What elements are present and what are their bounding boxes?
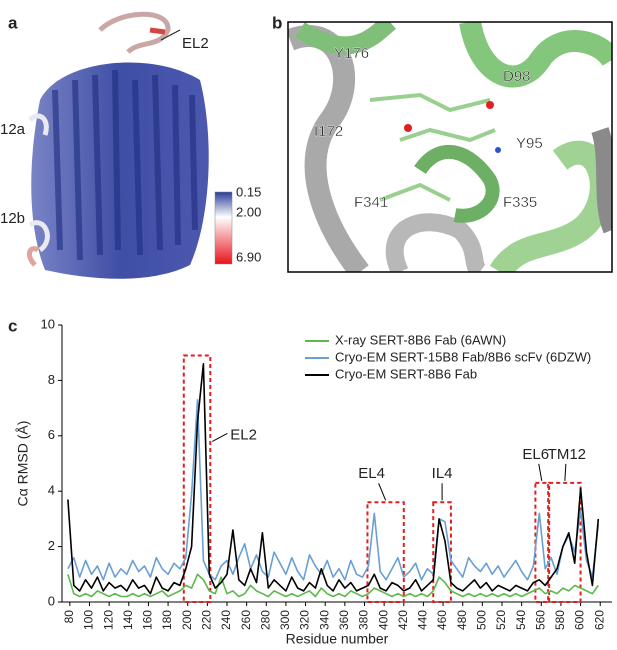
x-tick-label: 300 xyxy=(278,610,292,630)
annotation-box xyxy=(548,481,582,604)
leader xyxy=(564,463,567,481)
x-tick-label: 480 xyxy=(455,610,469,630)
protein-structure xyxy=(26,11,209,279)
x-tick-label: 500 xyxy=(475,610,489,630)
colorbar xyxy=(214,191,233,265)
structure-image xyxy=(288,22,612,272)
x-tick-label: 140 xyxy=(121,610,135,630)
legend-label: X-ray SERT-8B6 Fab (6AWN) xyxy=(335,332,506,347)
x-tick-label: 260 xyxy=(239,610,253,630)
x-tick-label: 280 xyxy=(258,610,272,630)
x-tick-label: 400 xyxy=(376,610,390,630)
x-tick-label: 380 xyxy=(357,610,371,630)
residue-label: Y95 xyxy=(516,135,543,152)
y-tick-label: 8 xyxy=(48,372,55,387)
residue-label: D98 xyxy=(503,68,531,85)
annotation-label: IL4 xyxy=(432,465,453,482)
colorbar-label: 2.00 xyxy=(236,204,261,219)
annotation-box xyxy=(432,501,452,603)
x-tick-label: 560 xyxy=(533,610,547,630)
residue-label: F335 xyxy=(503,194,537,211)
legend-label: Cryo-EM SERT-8B6 Fab xyxy=(335,366,477,381)
leader xyxy=(212,433,228,442)
x-tick-label: 220 xyxy=(200,610,214,630)
x-tick-label: 240 xyxy=(219,610,233,630)
x-tick-label: 160 xyxy=(141,610,155,630)
x-tick-label: 580 xyxy=(553,610,567,630)
legend-label: Cryo-EM SERT-15B8 Fab/8B6 scFv (6DZW) xyxy=(335,349,591,364)
y-tick-label: 2 xyxy=(48,538,55,553)
annotation: EL2 xyxy=(182,35,209,52)
x-tick-label: 320 xyxy=(298,610,312,630)
panel-label: c xyxy=(8,316,17,335)
colorbar-ticks: 0.15 2.00 6.90 xyxy=(236,184,261,264)
panel-label: a xyxy=(8,13,18,32)
x-tick-label: 520 xyxy=(494,610,508,630)
residue-labels: Y176 D98 I172 Y95 F341 F335 xyxy=(314,45,543,211)
colorbar-label: 6.90 xyxy=(236,249,261,264)
y-tick-label: 10 xyxy=(41,316,55,331)
x-tick-label: 200 xyxy=(180,610,194,630)
x-tick-label: 620 xyxy=(592,610,606,630)
residue-label: Y176 xyxy=(334,45,369,62)
annotation-box xyxy=(182,354,212,603)
x-tick-label: 440 xyxy=(416,610,430,630)
x-tick-label: 120 xyxy=(101,610,115,630)
panel-frame xyxy=(287,21,613,273)
annotation-label: EL6 xyxy=(522,446,549,463)
series-line xyxy=(67,363,600,595)
y-tick-label: 6 xyxy=(48,427,55,442)
residue-label: F341 xyxy=(354,194,388,211)
y-axis-label: Cα RMSD (Å) xyxy=(15,421,31,507)
series-line xyxy=(67,399,600,581)
leader xyxy=(538,463,543,481)
x-axis-label: Residue number xyxy=(286,631,389,647)
annotation-label: TM12 xyxy=(548,446,586,463)
x-tick-label: 600 xyxy=(573,610,587,630)
annotation-box xyxy=(366,501,405,603)
y-tick-label: 4 xyxy=(48,483,55,498)
x-tick-label: 340 xyxy=(317,610,331,630)
x-tick-label: 360 xyxy=(337,610,351,630)
x-tick-label: 180 xyxy=(160,610,174,630)
x-tick-label: 420 xyxy=(396,610,410,630)
residue-label: I172 xyxy=(314,123,343,140)
leader xyxy=(378,483,387,501)
annotation: 12a xyxy=(0,121,26,138)
x-tick-label: 460 xyxy=(435,610,449,630)
x-tick-label: 100 xyxy=(82,610,96,630)
chart: 0 2 4 6 8 10 80 100 120 140 160 180 200 220 240 260 280 3… xyxy=(15,316,612,647)
x-tick-label: 540 xyxy=(514,610,528,630)
annotation: 12b xyxy=(0,210,25,227)
series-line xyxy=(67,573,599,598)
annotation-label: EL2 xyxy=(230,426,257,443)
colorbar-label: 0.15 xyxy=(236,184,261,199)
panel-label: b xyxy=(272,13,282,32)
annotation-label: EL4 xyxy=(358,465,385,482)
y-tick-label: 0 xyxy=(48,593,55,608)
x-tick-label: 80 xyxy=(62,610,76,624)
